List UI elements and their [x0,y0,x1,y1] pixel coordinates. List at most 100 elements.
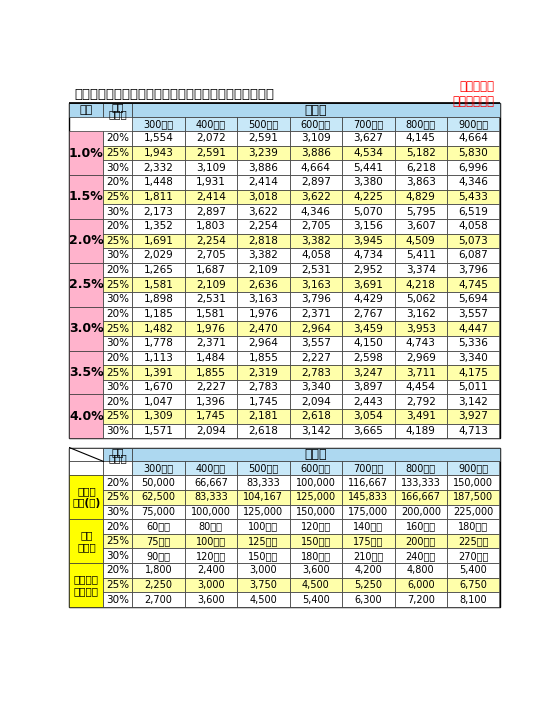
Bar [395,307,447,321]
Text: 4,743: 4,743 [406,338,436,348]
Text: 900万円: 900万円 [458,463,488,473]
Text: 3,380: 3,380 [354,177,383,187]
Text: 2,227: 2,227 [196,382,226,392]
Text: 毎月返
済額(円): 毎月返 済額(円) [72,486,100,508]
Text: 3,459: 3,459 [354,323,384,333]
Bar [290,394,342,409]
Bar [237,351,290,365]
Bar [395,519,447,534]
Bar [290,161,342,175]
Text: 60万円: 60万円 [147,521,170,531]
Text: 100,000: 100,000 [191,507,231,517]
Bar [290,336,342,351]
Bar [342,321,395,336]
Bar [103,409,132,423]
Text: 20%: 20% [107,397,129,407]
Text: 150万円: 150万円 [248,550,279,560]
Bar [395,146,447,161]
Bar [132,563,185,578]
Bar [237,394,290,409]
Bar [290,278,342,292]
Text: 2,598: 2,598 [354,353,384,363]
Bar [185,161,237,175]
Text: 3,945: 3,945 [354,236,384,246]
Bar [447,505,500,519]
Bar [237,365,290,380]
Text: 20%: 20% [107,353,129,363]
Text: 4,534: 4,534 [354,148,384,158]
Text: 3,000: 3,000 [197,580,225,590]
Bar [103,380,132,394]
Bar [395,490,447,505]
Bar [237,461,290,476]
Text: 2,094: 2,094 [301,397,331,407]
Bar [290,593,342,607]
Bar [69,351,103,394]
Text: 3,627: 3,627 [354,134,384,144]
Bar [185,146,237,161]
Text: 2,414: 2,414 [249,177,278,187]
Bar [290,263,342,278]
Text: 20%: 20% [107,478,129,488]
Bar [447,380,500,394]
Bar [342,505,395,519]
Text: 3,163: 3,163 [249,294,278,304]
Text: 5,070: 5,070 [354,206,383,216]
Text: 4,454: 4,454 [406,382,436,392]
Bar [132,146,185,161]
Text: 3,691: 3,691 [354,280,384,290]
Text: 1,352: 1,352 [143,221,173,231]
Text: 年収: 年収 [112,447,124,457]
Text: 3,750: 3,750 [249,580,278,590]
Bar [342,365,395,380]
Bar [103,204,132,219]
Text: 2,636: 2,636 [249,280,278,290]
Bar [395,263,447,278]
Text: 500万円: 500万円 [248,463,279,473]
Text: 2,792: 2,792 [406,397,436,407]
Bar [290,292,342,307]
Text: 4,346: 4,346 [301,206,331,216]
Text: 1,855: 1,855 [249,353,278,363]
Text: 2,227: 2,227 [301,353,331,363]
Bar [69,104,500,438]
Bar [395,578,447,593]
Text: 4,189: 4,189 [406,426,436,436]
Bar [395,233,447,248]
Text: 負担率: 負担率 [108,453,127,463]
Text: 2,414: 2,414 [196,192,226,202]
Bar [132,448,500,461]
Text: 4,058: 4,058 [458,221,488,231]
Bar [185,380,237,394]
Text: 1,265: 1,265 [143,265,173,275]
Bar [290,548,342,563]
Text: 400万円: 400万円 [196,463,226,473]
Bar [132,336,185,351]
Text: 2,371: 2,371 [301,309,331,319]
Bar [185,248,237,263]
Bar [103,321,132,336]
Bar [69,476,103,519]
Text: 4,175: 4,175 [458,368,488,378]
Text: 3,796: 3,796 [301,294,331,304]
Bar [103,365,132,380]
Text: 2,109: 2,109 [196,280,226,290]
Text: 2,964: 2,964 [249,338,278,348]
Text: 1.5%: 1.5% [69,191,104,203]
Text: 年間
返済額: 年間 返済額 [77,530,96,553]
Text: 3,622: 3,622 [249,206,278,216]
Bar [132,423,185,438]
Text: 1,976: 1,976 [196,323,226,333]
Bar [185,578,237,593]
Text: 3,600: 3,600 [302,565,330,575]
Text: 2,072: 2,072 [196,134,226,144]
Bar [395,380,447,394]
Bar [342,336,395,351]
Bar [290,409,342,423]
Text: 4,058: 4,058 [301,251,331,261]
Bar [395,204,447,219]
Text: 116,667: 116,667 [349,478,388,488]
Text: 2,250: 2,250 [144,580,173,590]
Text: 3,000: 3,000 [250,565,277,575]
Bar [237,593,290,607]
